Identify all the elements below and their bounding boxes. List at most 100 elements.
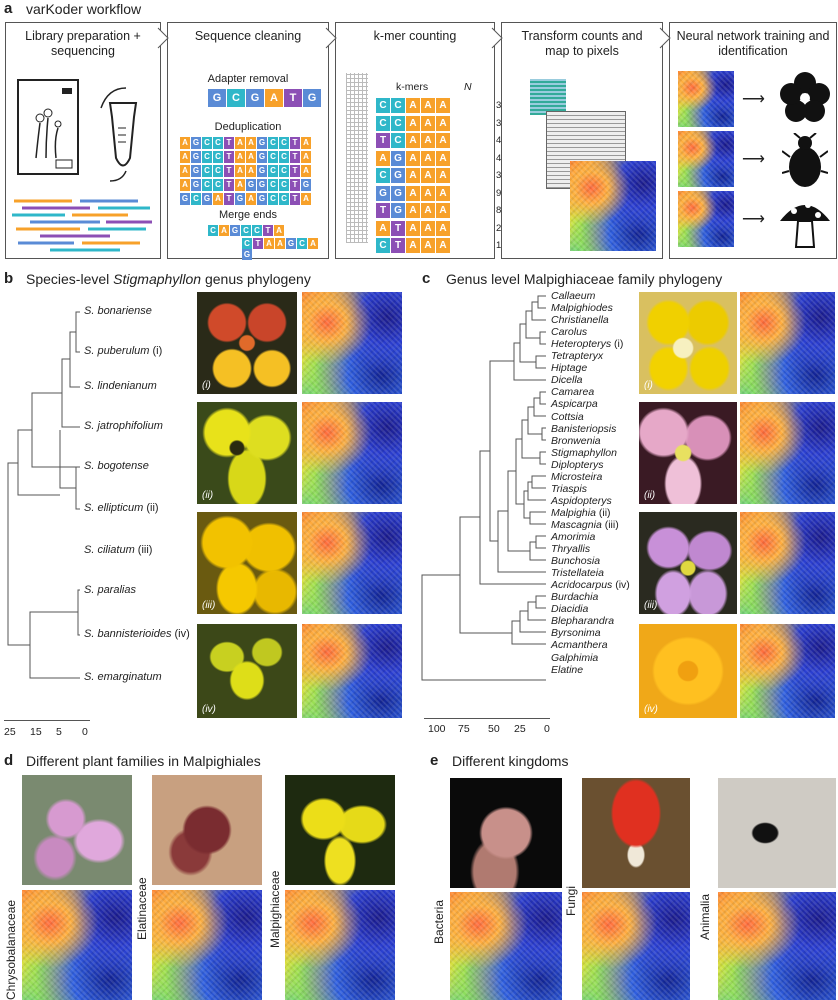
nucleotide: A <box>376 150 390 166</box>
nucleotide: G <box>391 168 405 183</box>
kingdom-label: Bacteria <box>432 899 446 944</box>
merge-label: Merge ends <box>218 209 278 221</box>
arrow-icon: ⟶ <box>742 151 765 168</box>
genus-label: Aspidopterys <box>551 494 612 507</box>
kmer-image <box>302 512 402 614</box>
nucleotide: C <box>391 115 405 131</box>
kmer-image <box>152 890 262 1000</box>
nucleotide: T <box>391 238 405 253</box>
mushroom-icon <box>780 202 830 248</box>
nucleotide: C <box>391 98 405 113</box>
kmer-image <box>740 402 835 504</box>
nucleotide: G <box>391 150 405 166</box>
tube-icon <box>100 87 138 182</box>
chevron-icon <box>659 27 671 49</box>
genus-label: Camarea <box>551 386 595 399</box>
malpighiaceae-tree <box>421 295 546 681</box>
species-label: S. jatrophifolium <box>84 420 163 432</box>
nucleotide: G <box>391 185 405 201</box>
kmer-image <box>740 624 835 718</box>
nucleotide: A <box>436 203 450 218</box>
kmer-image <box>740 292 835 394</box>
arrow-icon: ⟶ <box>742 211 765 228</box>
tree-axis <box>424 718 550 729</box>
genus-label: Callaeum <box>551 290 596 302</box>
axis-tick: 15 <box>30 726 42 738</box>
photo-caption: (iv) <box>644 704 658 715</box>
genus-label: Diplopterys <box>551 458 604 471</box>
genus-label: Aspicarpa <box>551 398 598 411</box>
nucleotide: A <box>421 133 435 148</box>
kmer-image <box>570 161 656 251</box>
kmer-header: k-mers <box>396 81 429 93</box>
nucleotide: C <box>376 238 390 253</box>
panel-c-label: c <box>422 270 431 287</box>
axis-tick: 0 <box>82 726 88 738</box>
malpighiaceae-photo <box>285 775 395 885</box>
genus-label: Banisteriopsis <box>551 422 617 435</box>
genus-label: Malpighia (ii) <box>551 506 611 519</box>
kmer-image <box>678 191 734 247</box>
axis-tick: 100 <box>428 723 446 735</box>
step-library-prep: Library preparation + sequencing <box>5 22 161 259</box>
nucleotide: A <box>406 220 420 236</box>
kmer-image <box>678 71 734 127</box>
kmer-image <box>678 131 734 187</box>
nucleotide: A <box>436 98 450 113</box>
sequencing-reads <box>12 199 152 252</box>
kmer-table: CCAAA396,958CCAAA379,255TCAAA439,343AGAA… <box>336 98 530 263</box>
genus-label: Acridocarpus (iv) <box>551 579 630 592</box>
nucleotide: A <box>406 150 420 166</box>
panel-e-title: Different kingdoms <box>452 753 569 769</box>
nucleotide: A <box>436 238 450 253</box>
genus-label: Heteropterys (i) <box>551 338 624 351</box>
flower-icon <box>780 72 830 122</box>
panel-d-label: d <box>4 752 14 769</box>
photo-caption: (ii) <box>202 490 214 501</box>
nucleotide: C <box>376 168 390 183</box>
kingdom-label: Animalia <box>698 893 712 940</box>
nucleotide: T <box>376 133 390 148</box>
step-title: Transform counts and map to pixels <box>521 29 643 58</box>
kmer-image <box>582 892 690 1000</box>
flower-photo-i: (i) <box>197 292 297 394</box>
nucleotide: A <box>436 220 450 236</box>
species-label: S. ellipticum (ii) <box>84 502 159 514</box>
step-title: Sequence cleaning <box>194 29 302 43</box>
nucleotide: A <box>436 185 450 201</box>
genus-label: Carolus <box>551 326 588 339</box>
step-title: k-mer counting <box>373 29 457 43</box>
genus-label: Hiptage <box>551 362 588 375</box>
kmer-row: GGAAA99,977 <box>376 185 525 204</box>
genus-label: Acmanthera <box>551 639 608 652</box>
genus-label: Elatine <box>551 663 584 676</box>
genus-label: Mascagnia (iii) <box>551 518 619 531</box>
chevron-icon <box>491 27 503 49</box>
photo-caption: (ii) <box>644 490 656 501</box>
kmer-row: ATAAA228,884 <box>376 220 530 239</box>
nucleotide: A <box>421 98 435 113</box>
species-label: S. bannisterioides (iv) <box>84 628 190 640</box>
title-genus: Stigmaphyllon <box>113 271 202 287</box>
panel-a-label: a <box>4 0 13 17</box>
axis-tick: 50 <box>488 723 500 735</box>
genus-label: Cottsia <box>551 410 584 423</box>
adapter-label: Adapter removal <box>207 73 289 85</box>
flower-photo-iv: (iv) <box>197 624 297 718</box>
kmer-image <box>302 292 402 394</box>
axis-tick: 75 <box>458 723 470 735</box>
kingdom-label: Fungi <box>564 885 578 916</box>
chevron-icon <box>325 27 337 49</box>
genus-label: Galphimia <box>551 651 599 664</box>
panel-c-title: Genus level Malpighiaceae family phyloge… <box>446 271 723 287</box>
flower-photo-ii: (ii) <box>197 402 297 504</box>
dedup-label: Deduplication <box>214 121 282 133</box>
nucleotide: A <box>436 133 450 148</box>
flower-photo-i: (i) <box>639 292 737 394</box>
photo-caption: (iii) <box>202 600 216 611</box>
panel-a-title: varKoder workflow <box>26 1 142 17</box>
title-part: genus phylogeny <box>201 271 311 287</box>
fungi-photo <box>582 778 690 888</box>
